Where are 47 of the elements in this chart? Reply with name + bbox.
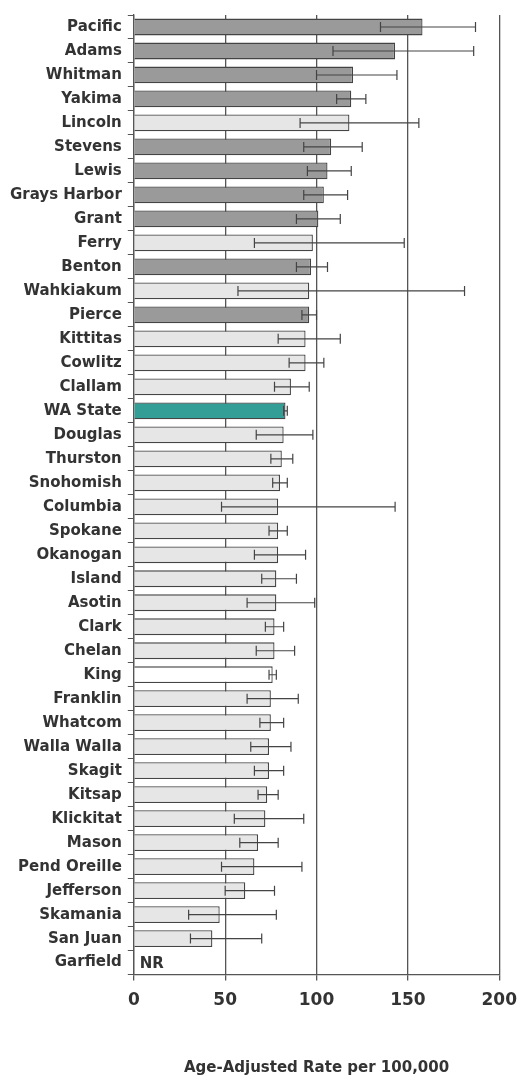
x-tick-label: 50 <box>213 989 238 1010</box>
y-tick-label: Island <box>70 568 122 587</box>
y-tick-label: Klickitat <box>51 808 122 827</box>
y-tick-label: WA State <box>43 400 122 419</box>
y-tick-label: Lewis <box>74 160 122 179</box>
y-tick-label: Chelan <box>64 640 122 659</box>
y-tick-label: Whatcom <box>42 712 122 731</box>
y-tick-label: Ferry <box>77 232 123 251</box>
y-tick-label: Wahkiakum <box>23 280 122 299</box>
text: NR <box>139 954 164 973</box>
y-tick-label: Pierce <box>69 304 122 323</box>
y-tick-label: Skamania <box>39 904 122 923</box>
x-axis-title: Age-Adjusted Rate per 100,000 <box>183 1057 450 1076</box>
y-tick-label: Benton <box>61 256 122 275</box>
y-tick-label: Mason <box>66 832 122 851</box>
y-tick-label: Kitsap <box>68 784 123 803</box>
y-tick-label: Kittitas <box>59 328 122 347</box>
x-tick-label: 0 <box>127 989 140 1010</box>
y-tick-label: Clallam <box>59 376 122 395</box>
x-tick-label: 150 <box>390 989 426 1010</box>
y-tick-label: Lincoln <box>61 112 122 131</box>
y-tick-label: Garfield <box>54 952 122 971</box>
y-tick-label: Grant <box>74 208 122 227</box>
y-tick-label: Adams <box>64 40 122 59</box>
y-tick-label: Pacific <box>67 16 122 35</box>
y-tick-label: Jefferson <box>45 880 122 899</box>
y-tick-label: Cowlitz <box>60 352 123 371</box>
y-tick-label: San Juan <box>47 928 122 947</box>
y-tick-label: Thurston <box>45 448 122 467</box>
y-tick-label: Yakima <box>60 88 122 107</box>
y-tick-label: Walla Walla <box>23 736 122 755</box>
y-tick-label: Whitman <box>45 64 122 83</box>
x-tick-label: 200 <box>481 989 518 1010</box>
y-tick-label: Douglas <box>53 424 122 443</box>
y-tick-label: Franklin <box>53 688 122 707</box>
y-tick-label: Grays Harbor <box>10 184 123 203</box>
y-tick-label: Clark <box>78 616 123 635</box>
x-tick-label: 100 <box>298 989 335 1010</box>
y-tick-label: Asotin <box>67 592 122 611</box>
y-tick-label: Skagit <box>67 760 122 779</box>
y-tick-label: Pend Oreille <box>18 856 122 875</box>
y-tick-label: Columbia <box>43 496 122 515</box>
y-tick-label: Stevens <box>54 136 122 155</box>
y-tick-label: Okanogan <box>36 544 122 563</box>
y-tick-label: King <box>83 664 122 683</box>
y-tick-label: Snohomish <box>28 472 122 491</box>
y-tick-label: Spokane <box>49 520 122 539</box>
